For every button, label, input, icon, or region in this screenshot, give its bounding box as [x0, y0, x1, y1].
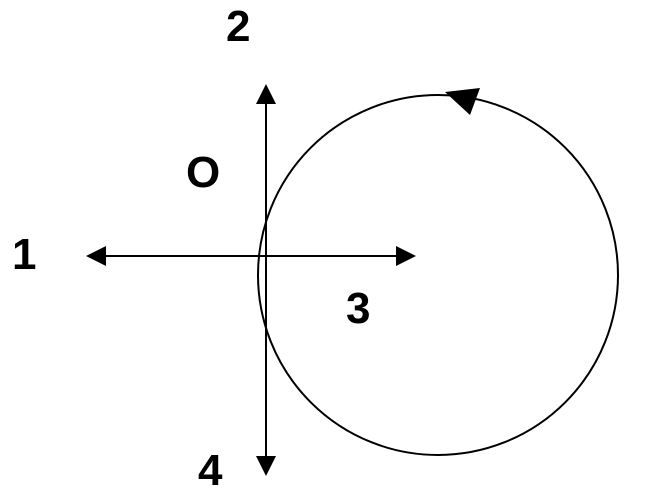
physics-diagram — [0, 0, 655, 504]
label-2: 2 — [226, 2, 250, 52]
label-1: 1 — [12, 230, 36, 280]
label-3: 3 — [346, 284, 370, 334]
orbit-direction-arrow — [445, 88, 480, 115]
origin-label: O — [186, 148, 220, 198]
label-4: 4 — [198, 446, 222, 496]
orbit-circle — [258, 95, 618, 455]
